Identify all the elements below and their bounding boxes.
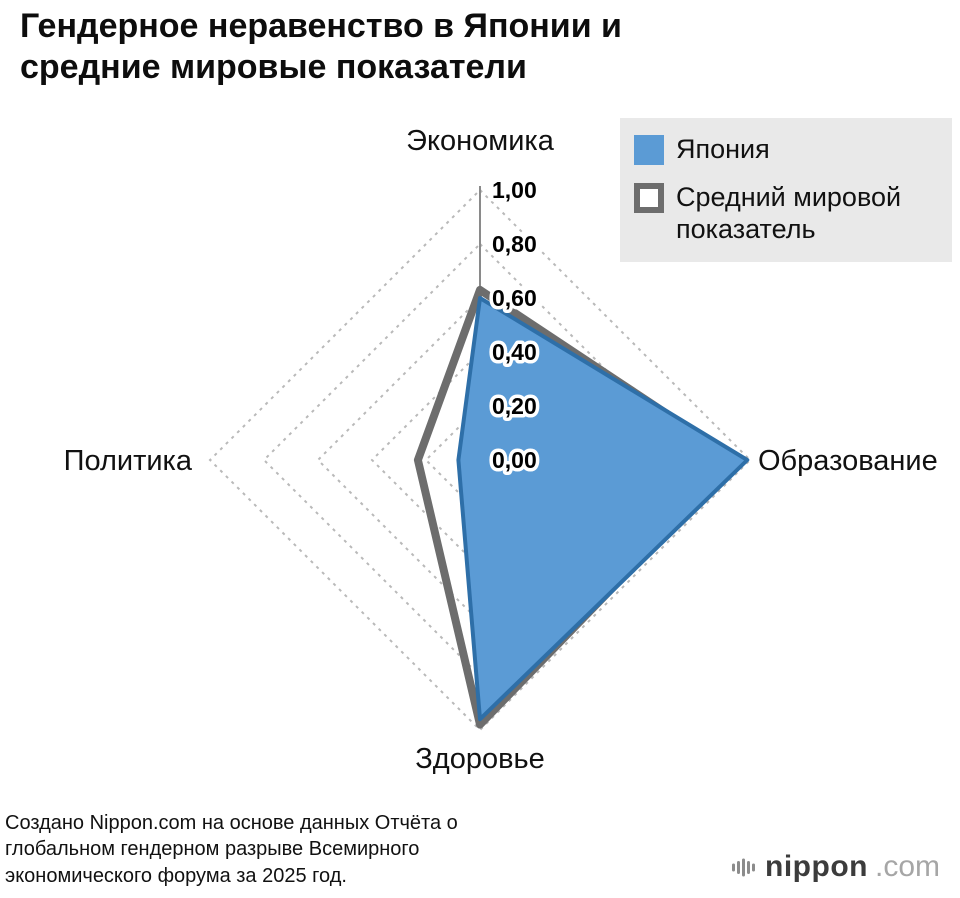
- axis-label-politics: Политика: [64, 445, 193, 477]
- soundwave-icon: [732, 858, 756, 876]
- series-japan: [456, 296, 750, 722]
- axis-label-economy: Экономика: [406, 125, 555, 157]
- tick-label-0: 0,00: [492, 447, 537, 473]
- legend-swatch-world: [634, 182, 664, 213]
- axis-label-health: Здоровье: [415, 743, 544, 775]
- legend-label-japan: Япония: [676, 134, 770, 164]
- tick-label-4: 0,80: [492, 231, 537, 257]
- logo-brand-text: nippon: [765, 850, 868, 883]
- legend-label-world: Средний мировой показатель: [676, 181, 902, 244]
- tick-label-2: 0,40: [492, 339, 537, 365]
- axis-label-education: Образование: [758, 445, 938, 477]
- logo-tld-text: .com: [874, 850, 940, 883]
- chart-title: Гендерное неравенство в Японии и средние…: [20, 7, 622, 87]
- nippon-logo: nippon .com: [731, 850, 940, 884]
- legend-item-japan: Япония: [634, 134, 938, 166]
- tick-label-5: 1,00: [492, 177, 537, 203]
- grid-ring: [208, 188, 752, 732]
- tick-label-3: 0,60: [492, 285, 537, 311]
- legend-swatch-japan: [634, 135, 664, 165]
- radar-series: [413, 285, 750, 729]
- tick-label-1: 0,20: [492, 393, 537, 419]
- legend: Япония Средний мировой показатель: [620, 118, 952, 262]
- radial-tick-labels: 0,00 0,20 0,40 0,60 0,80 1,00: [489, 174, 541, 477]
- axis-labels: Экономика Образование Здоровье Политика: [61, 122, 941, 778]
- source-note: Создано Nippon.com на основе данных Отчё…: [5, 812, 458, 887]
- legend-item-world: Средний мировой показатель: [634, 182, 938, 246]
